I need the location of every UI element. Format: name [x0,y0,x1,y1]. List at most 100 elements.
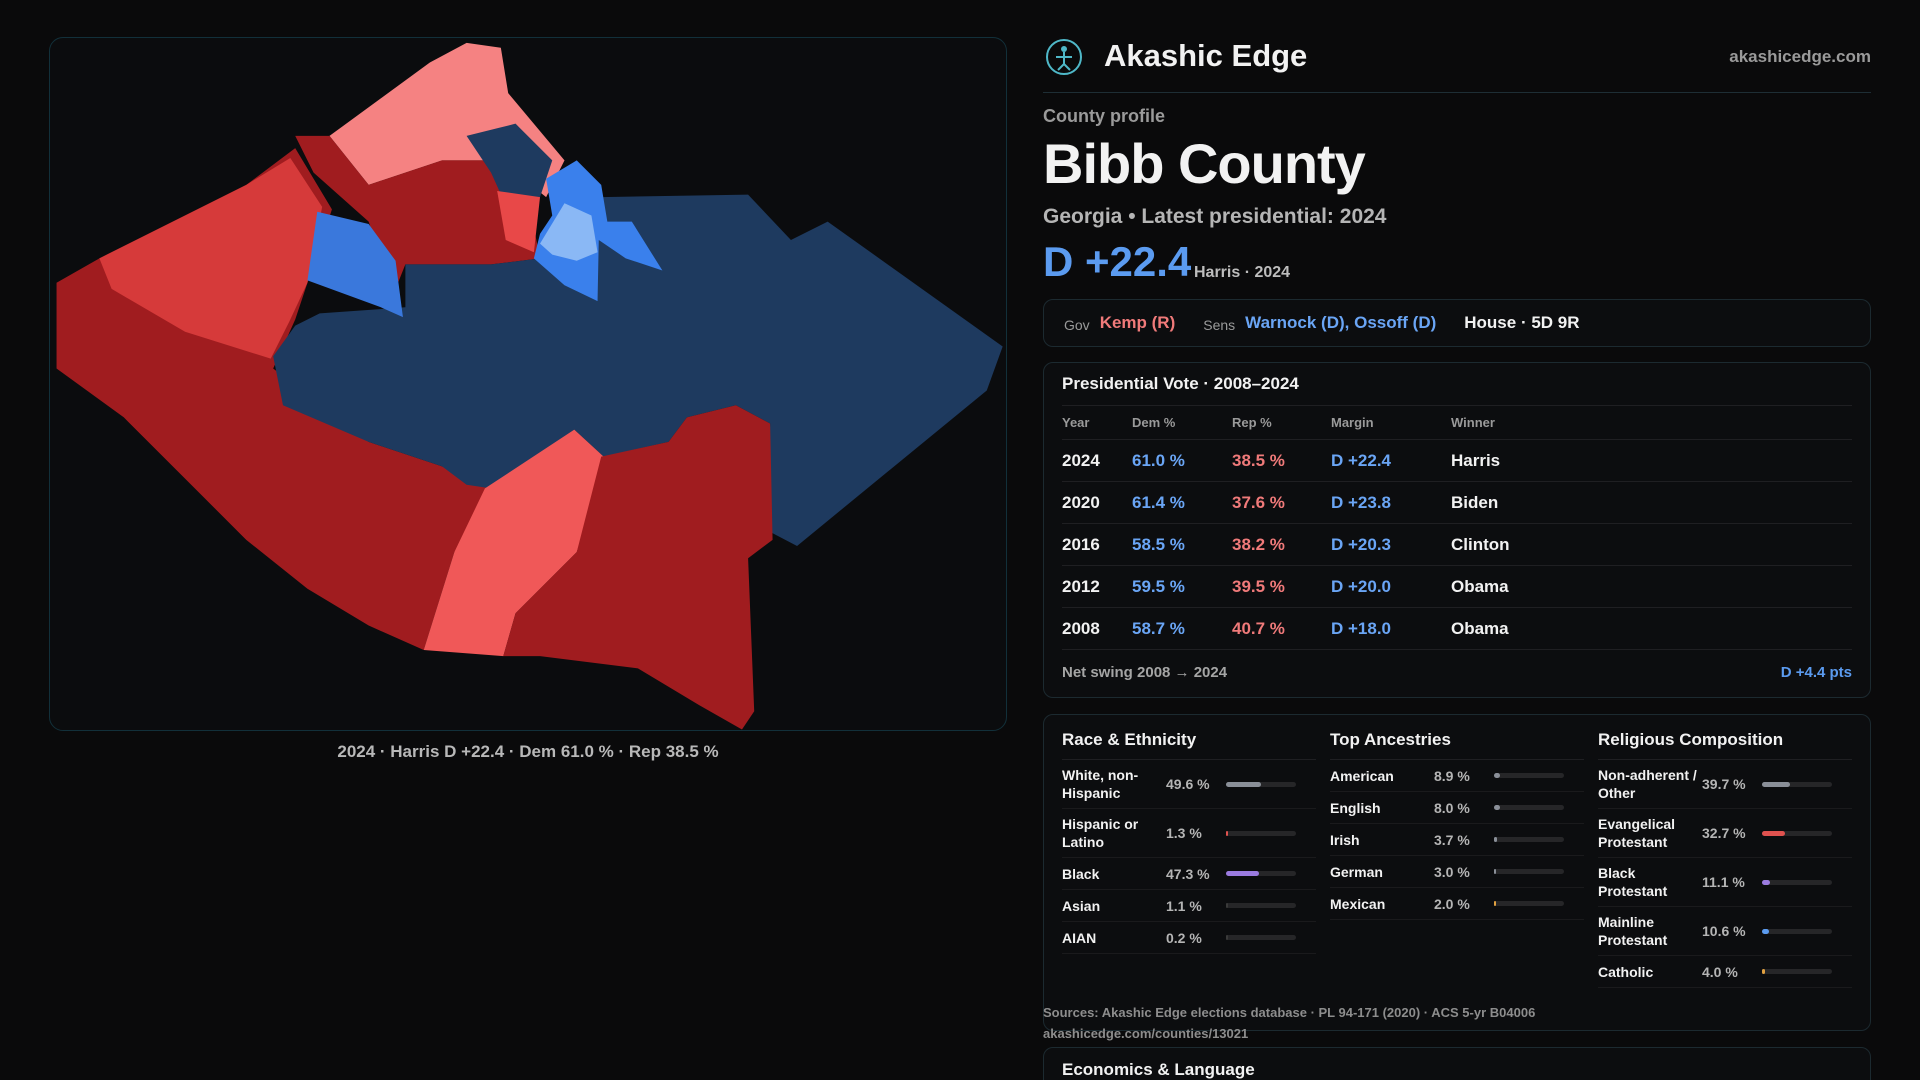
demo-label: Evangelical Protestant [1598,816,1676,850]
table-row: 2024 61.0 % 38.5 % D +22.4 Harris [1062,440,1852,482]
bar [1226,935,1228,940]
table-cell: 38.5 % [1232,450,1285,470]
demo-label: American [1330,767,1394,784]
source-link[interactable]: akashicedge.com/counties/13021 [1043,1026,1249,1041]
section-title: Race & Ethnicity [1062,715,1316,760]
divider [1043,92,1871,93]
table-cell: 2008 [1062,618,1100,638]
demo-value: 3.7 % [1434,831,1470,848]
demo-value: 47.3 % [1166,865,1210,882]
bar-track [1494,805,1564,810]
table-cell: 2016 [1062,534,1100,554]
table-body: 2024 61.0 % 38.5 % D +22.4 Harris 2020 61.4 % 3… [1062,440,1852,650]
brand[interactable]: Akashic Edge [1104,38,1308,73]
table-cell: D +23.8 [1331,492,1392,512]
site-domain[interactable]: akashicedge.com [1729,47,1871,66]
table-header: Year Dem % Rep % Margin Winner [1062,406,1852,440]
table-cell: 2024 [1062,450,1100,470]
bar-track [1226,935,1296,940]
map-caption: 2024 · Harris D +22.4 · Dem 61.0 % · Rep… [337,742,719,761]
bar [1762,969,1765,974]
swing-label: Net swing 2008 → 2024 [1062,664,1228,681]
demo-value: 3.0 % [1434,863,1470,880]
demo-label: Asian [1062,897,1101,914]
demo-value: 32.7 % [1702,825,1746,841]
bar-track [1762,969,1832,974]
demo-label: White, non-Hispanic [1062,767,1139,801]
demo-label: English [1330,799,1381,816]
gov-label: Gov [1064,317,1090,333]
economics: Economics & Language [1043,1047,1871,1080]
bar-track [1494,773,1564,778]
margin: D +22.4 [1043,238,1192,285]
precinct [533,160,663,302]
demo-value: 11.1 % [1702,874,1745,890]
column-header: Year [1062,415,1090,430]
section-title: Economics & Language [1062,1060,1255,1079]
table-cell: Biden [1451,492,1499,512]
presidential-table: Presidential Vote · 2008–2024 Year Dem % R… [1043,362,1871,698]
demo-value: 8.9 % [1434,767,1470,784]
demo-label: Catholic [1598,963,1654,980]
county-title: Bibb County [1043,132,1366,195]
subtitle: Georgia • Latest presidential: 2024 [1043,205,1387,228]
bar [1494,805,1500,810]
margin-note: Harris · 2024 [1194,264,1291,281]
sources: Sources: Akashic Edge elections database… [1043,1005,1536,1020]
table-cell: 61.4 % [1132,492,1185,512]
demo-row: Mainline Protestant 10.6 % [1598,907,1852,956]
demo-row: German 3.0 % [1330,856,1584,888]
column-header: Margin [1331,415,1374,430]
bar [1762,928,1770,934]
bar-track [1762,928,1832,934]
table-cell: Clinton [1451,534,1510,554]
demo-value: 0.2 % [1166,929,1202,946]
section-title: Top Ancestries [1330,715,1584,760]
governor: Kemp (R) [1099,313,1176,332]
precinct [497,190,541,253]
table-title: Presidential Vote · 2008–2024 [1062,363,1852,406]
bar [1226,781,1261,787]
demo-label: Mexican [1330,895,1386,912]
bar-track [1762,781,1832,787]
precinct [503,405,773,730]
bar [1226,830,1228,836]
demo-value: 1.3 % [1166,825,1202,841]
precinct [295,135,541,296]
table-cell: 2012 [1062,576,1100,596]
demo-row: Mexican 2.0 % [1330,888,1584,920]
bar [1494,773,1501,778]
county-map [49,37,1007,731]
demo-row: White, non-Hispanic 49.6 % [1062,760,1316,809]
demo-row: Asian 1.1 % [1062,890,1316,922]
table-cell: 58.5 % [1132,534,1185,554]
demo-column: Race & Ethnicity White, non-Hispanic 49.6 … [1062,715,1316,1030]
demo-column: Religious Composition Non-adherent / Othe… [1598,715,1852,1030]
demographics: Race & Ethnicity White, non-Hispanic 49.6 … [1043,714,1871,1031]
swing: Net swing 2008 → 2024 D +4.4 pts [1062,664,1852,681]
table-row: 2020 61.4 % 37.6 % D +23.8 Biden [1062,482,1852,524]
map-svg [56,42,1003,730]
bar-track [1762,879,1832,885]
bar-track [1226,830,1296,836]
precinct [466,123,553,200]
demo-label: German [1330,863,1383,880]
table-cell: 2020 [1062,492,1100,512]
demo-value: 2.0 % [1434,895,1470,912]
officials: Gov Kemp (R) Sens Warnock (D), Ossoff (D… [1043,299,1871,347]
bar [1494,901,1496,906]
table-cell: Obama [1451,576,1509,596]
precinct [423,429,604,657]
demo-row: Catholic 4.0 % [1598,956,1852,988]
bar-track [1226,781,1296,787]
table-cell: 39.5 % [1232,576,1285,596]
demo-value: 10.6 % [1702,923,1746,939]
sens-label: Sens [1203,317,1236,333]
table-cell: D +18.0 [1331,618,1392,638]
precinct [273,194,1003,546]
demo-value: 4.0 % [1702,963,1738,980]
table-row: 2016 58.5 % 38.2 % D +20.3 Clinton [1062,524,1852,566]
table-cell: 38.2 % [1232,534,1285,554]
table-cell: 59.5 % [1132,576,1185,596]
